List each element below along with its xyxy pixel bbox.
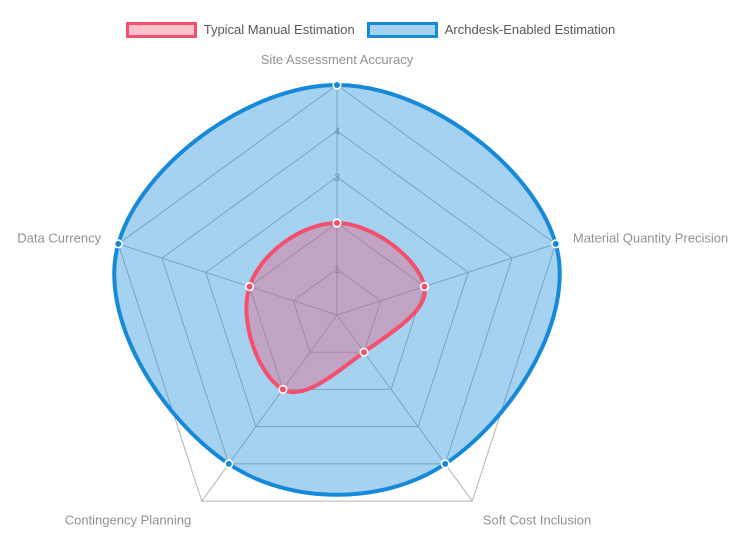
series-area <box>112 83 562 497</box>
grid <box>117 84 557 502</box>
series-area <box>244 221 427 395</box>
axis-label: Site Assessment Accuracy <box>261 52 414 67</box>
data-point[interactable] <box>419 282 430 292</box>
legend-color-box-icon <box>125 22 197 38</box>
data-point[interactable] <box>551 239 561 249</box>
legend-label-archdesk: Archdesk-Enabled Estimation <box>444 22 616 37</box>
axis-spoke <box>118 243 338 316</box>
data-point[interactable] <box>113 239 123 249</box>
legend-item-archdesk[interactable]: Archdesk-Enabled Estimation <box>366 22 616 38</box>
grid-ring <box>161 130 513 465</box>
data-point[interactable] <box>278 384 288 395</box>
axis-label: Data Currency <box>17 230 101 245</box>
data-point[interactable] <box>440 459 450 469</box>
axis-label: Material Quantity Precision <box>573 230 728 245</box>
grid-ring <box>117 84 557 502</box>
data-point[interactable] <box>332 218 342 228</box>
legend-item-typical-manual[interactable]: Typical Manual Estimation <box>125 22 355 38</box>
axis-label: Contingency Planning <box>65 513 191 528</box>
axis-spoke <box>336 314 473 502</box>
tick-label: 3 <box>334 172 340 184</box>
grid-ring <box>292 268 382 353</box>
data-point[interactable] <box>359 347 369 357</box>
legend-color-box-icon <box>366 22 438 38</box>
axis-label: Soft Cost Inclusion <box>483 513 591 528</box>
tick-label: 4 <box>334 126 340 138</box>
data-point[interactable] <box>244 282 255 292</box>
chart-legend: Typical Manual Estimation Archdesk-Enabl… <box>0 22 741 38</box>
axis-spoke <box>336 243 556 316</box>
tick-label: 1 <box>334 264 340 276</box>
data-point[interactable] <box>332 80 342 90</box>
data-point[interactable] <box>224 459 234 469</box>
grid-ring <box>205 176 469 428</box>
grid-ring <box>248 222 426 390</box>
axis-spoke <box>201 314 338 502</box>
legend-label-typical-manual: Typical Manual Estimation <box>203 22 355 37</box>
